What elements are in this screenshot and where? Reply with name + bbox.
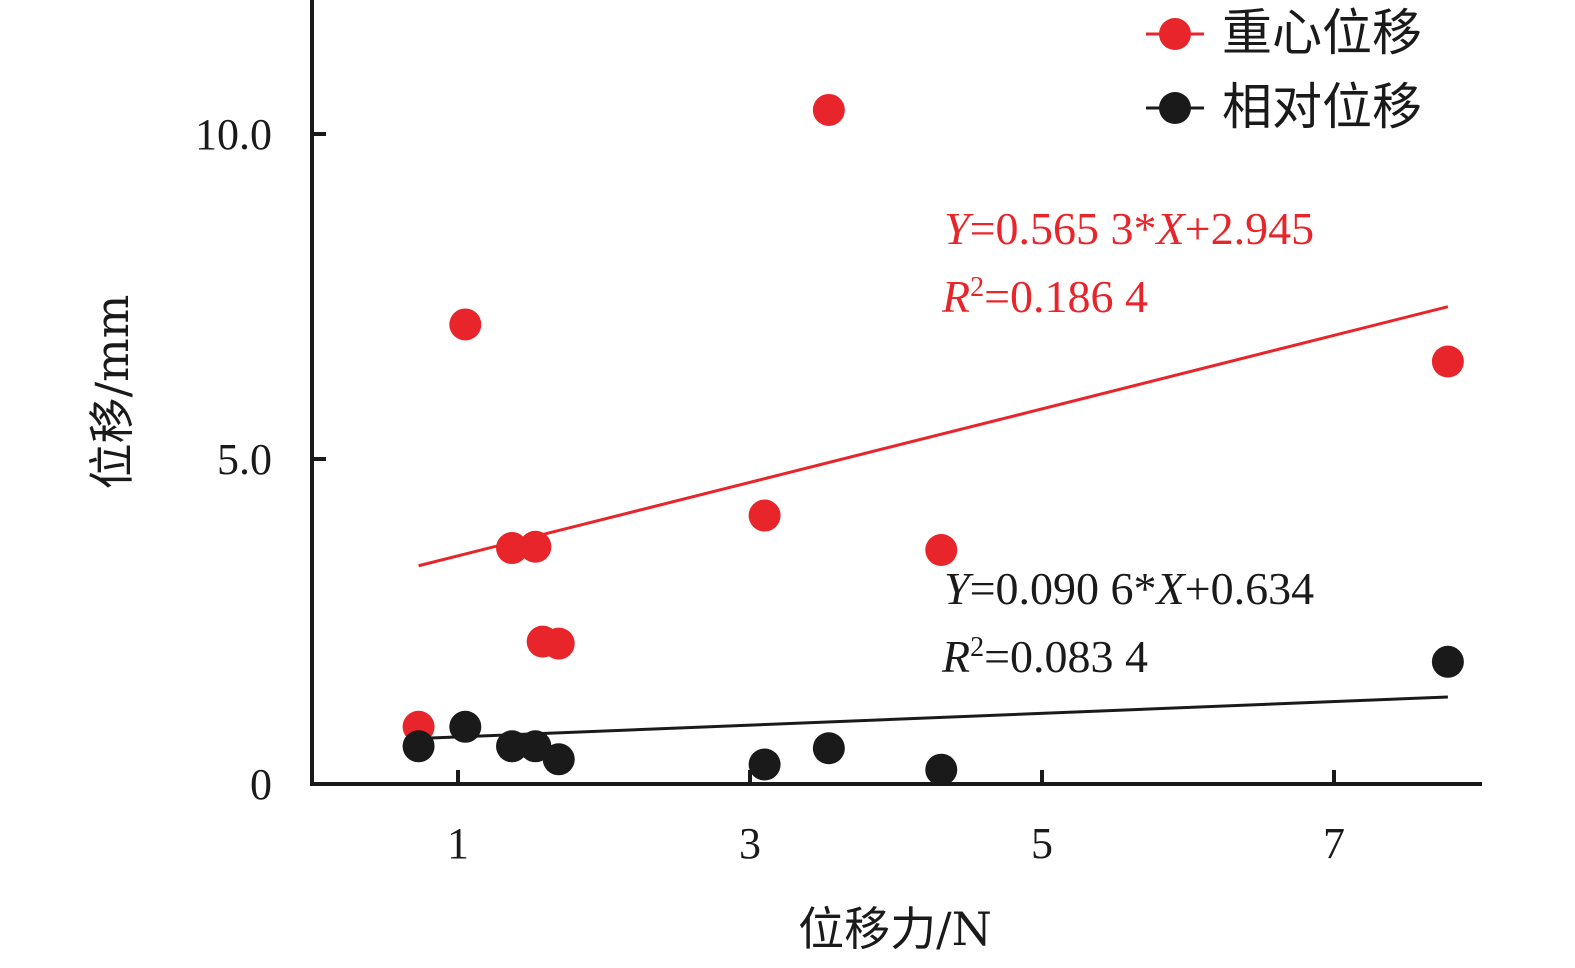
point-s1-2 [496,730,529,763]
r2-text-0: R2=0.186 4 [941,271,1148,322]
fit-line-0 [418,305,1449,568]
equation-text-1: Y=0.090 6*X+0.634 [944,563,1314,614]
legend-label-1: 相对位移 [1222,78,1422,136]
y-tick-label-2: 10.0 [195,110,272,159]
point-s0-8 [925,534,958,566]
point-s0-9 [1431,345,1464,378]
legend-item-1: 相对位移 [1146,78,1422,136]
x-axis-ticks: 1 3 5 7 [447,770,1345,868]
x-tick-label-2: 5 [1031,819,1053,868]
point-s0-1 [449,308,482,341]
x-tick-label-3: 7 [1323,819,1345,868]
point-s0-6 [748,499,781,532]
x-tick-label-0: 1 [447,819,469,868]
point-s0-7 [812,93,845,126]
equation-text-0: Y=0.565 3*X+2.945 [944,203,1314,254]
x-axis-label: 位移力/N [798,902,992,956]
point-s1-8 [1431,645,1464,678]
fit-lines [418,305,1449,740]
fit-line-1 [418,695,1448,740]
point-s0-5 [542,627,575,660]
legend-marker-0 [1159,18,1191,50]
point-s1-6 [812,732,845,765]
data-points [402,93,1464,786]
y-axis-ticks: 0 5.0 10.0 [195,110,326,809]
legend-label-0: 重心位移 [1222,4,1422,62]
y-axis-label: 位移/mm [85,295,139,490]
x-tick-label-1: 3 [739,819,761,868]
point-s0-3 [519,530,552,563]
legend: 重心位移 相对位移 [1146,4,1422,136]
point-s0-2 [496,532,529,565]
point-s1-5 [748,748,781,781]
legend-marker-1 [1159,92,1191,124]
equation-annotation-1: Y=0.090 6*X+0.634 R2=0.083 4 [941,563,1314,682]
legend-item-0: 重心位移 [1146,4,1422,62]
y-tick-label-0: 0 [250,760,272,809]
point-s1-1 [449,710,482,743]
r2-text-1: R2=0.083 4 [941,631,1148,682]
point-s1-7 [925,753,958,786]
point-s1-4 [542,743,575,776]
y-tick-label-1: 5.0 [217,435,272,484]
point-s1-3 [519,730,552,763]
point-s1-0 [402,730,435,763]
equation-annotation-0: Y=0.565 3*X+2.945 R2=0.186 4 [941,203,1314,322]
